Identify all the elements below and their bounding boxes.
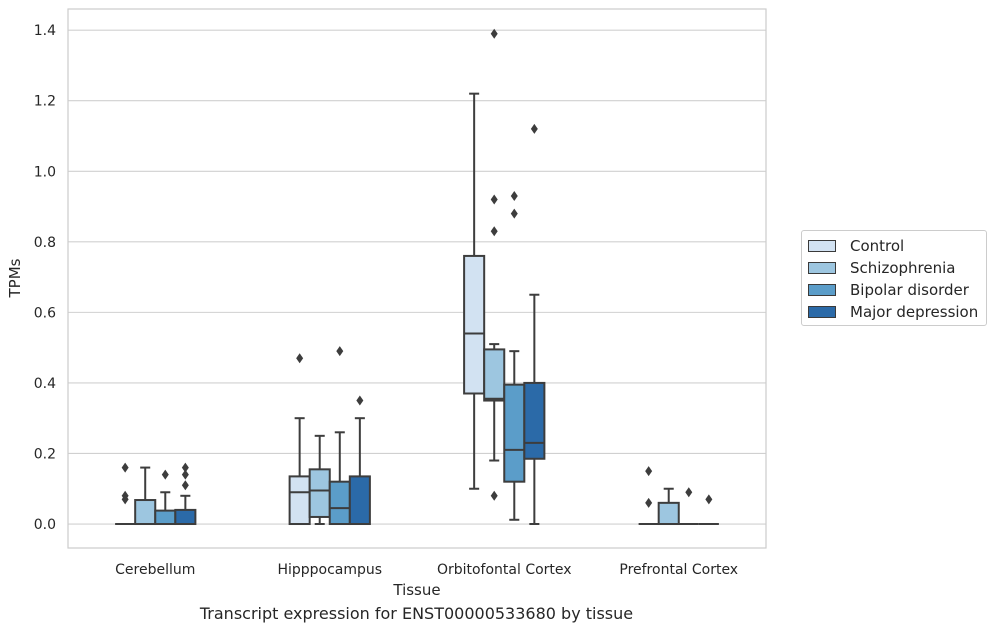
series-control — [115, 92, 659, 526]
box — [174, 508, 197, 526]
box — [523, 381, 546, 460]
outlier-point — [490, 226, 498, 237]
outlier-point — [510, 190, 518, 201]
box — [328, 480, 351, 526]
outlier-point — [645, 497, 653, 508]
y-tick-label: 0.6 — [34, 305, 56, 321]
outlier-point — [490, 28, 498, 39]
outlier-point — [161, 469, 169, 480]
legend-swatch — [808, 306, 836, 318]
box — [348, 475, 371, 526]
legend-item-schizophrenia: Schizophrenia — [808, 258, 955, 278]
x-tick-label: Hipppocampus — [277, 562, 382, 578]
series-major-depression — [174, 123, 719, 526]
outlier-point — [121, 462, 129, 473]
x-axis-label: Tissue — [392, 581, 440, 599]
legend: Control Schizophrenia Bipolar disorder M… — [801, 230, 987, 326]
y-tick-label: 1.2 — [34, 94, 56, 110]
legend-item-bipolar-disorder: Bipolar disorder — [808, 280, 969, 300]
legend-item-control: Control — [808, 236, 904, 256]
outlier-point — [356, 395, 364, 406]
plot-area-frame — [67, 8, 767, 549]
figure-caption: Transcript expression for ENST0000053368… — [199, 604, 634, 623]
x-tick-label: Prefrontal Cortex — [619, 562, 738, 578]
box — [483, 348, 506, 402]
outlier-point — [645, 466, 653, 477]
box — [154, 509, 177, 526]
y-tick-labels: 0.0 0.2 0.4 0.6 0.8 1.0 1.2 1.4 — [34, 23, 56, 533]
outlier-point — [296, 353, 304, 364]
outlier-point — [336, 346, 344, 357]
y-tick-label: 0.2 — [34, 446, 56, 462]
box — [308, 468, 331, 518]
y-tick-label: 1.0 — [34, 164, 56, 180]
box — [503, 383, 526, 483]
outlier-point — [490, 490, 498, 501]
x-tick-labels: Cerebellum Hipppocampus Orbitofontal Corte… — [115, 562, 738, 578]
box — [288, 475, 311, 526]
series-schizophrenia — [134, 28, 680, 526]
outlier-point — [121, 494, 129, 505]
series-bipolar-disorder — [154, 190, 699, 526]
legend-label: Schizophrenia — [850, 259, 956, 277]
box — [657, 501, 680, 526]
box — [134, 499, 157, 526]
box-series — [115, 28, 719, 526]
outlier-point — [530, 123, 538, 134]
box — [463, 254, 486, 395]
outlier-point — [685, 487, 693, 498]
legend-label: Control — [850, 237, 905, 255]
y-tick-label: 0.0 — [34, 517, 56, 533]
y-tick-label: 1.4 — [34, 23, 56, 39]
legend-item-major-depression: Major depression — [808, 302, 978, 322]
outlier-point — [510, 208, 518, 219]
legend-swatch — [808, 262, 836, 274]
y-axis-label: TPMs — [6, 258, 24, 298]
legend-swatch — [808, 284, 836, 296]
y-tick-label: 0.8 — [34, 235, 56, 251]
x-tick-label: Orbitofontal Cortex — [437, 562, 572, 578]
legend-label: Bipolar disorder — [850, 281, 969, 299]
outlier-point — [181, 462, 189, 473]
outlier-point — [181, 480, 189, 491]
y-tick-label: 0.4 — [34, 376, 56, 392]
x-tick-label: Cerebellum — [115, 562, 195, 578]
legend-label: Major depression — [850, 303, 979, 321]
outlier-point — [181, 469, 189, 480]
legend-swatch — [808, 240, 836, 252]
outlier-point — [490, 194, 498, 205]
outlier-point — [705, 494, 713, 505]
grid-lines — [68, 29, 766, 525]
